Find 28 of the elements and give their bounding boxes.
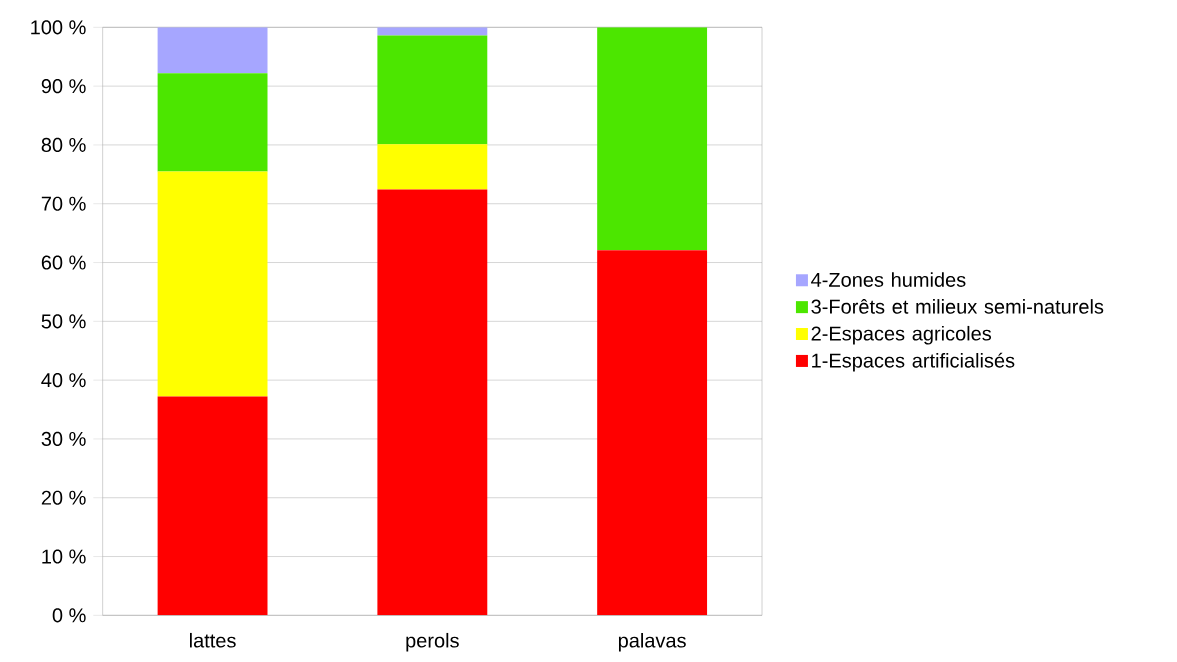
x-tick-label: perols [406,632,459,652]
bar [157,73,268,172]
y-tick-label: 100 % [31,20,86,35]
y-tick-label: 40 % [41,373,86,388]
bar [377,27,488,36]
bar [157,171,268,397]
y-tick-label: 10 % [42,549,86,564]
y-tick-label: 50 % [41,314,86,329]
y-tick-label: 30 % [41,431,86,447]
bar [157,27,268,74]
legend-label: 3-Forêts et milieux semi-naturels [811,299,1104,314]
x-tick-label: palavas [618,632,686,652]
legend-label: 4-Zones humides [811,272,966,287]
y-tick-label: 90 % [41,79,86,94]
legend-label: 1-Espaces artificialisés [812,352,1015,372]
y-tick-label: 20 % [41,490,86,505]
bar [157,396,268,616]
y-tick-label: 70 % [41,196,86,211]
bar [597,250,708,616]
bar [377,144,488,190]
bar [597,27,708,251]
y-tick-label: 60 % [41,255,86,270]
y-tick-label: 0 % [52,608,86,623]
y-tick-label: 80 % [41,137,86,153]
bar [377,189,488,616]
legend-label: 2-Espaces agricoles [811,325,992,345]
bar [377,35,488,145]
x-tick-label: lattes [190,632,236,648]
